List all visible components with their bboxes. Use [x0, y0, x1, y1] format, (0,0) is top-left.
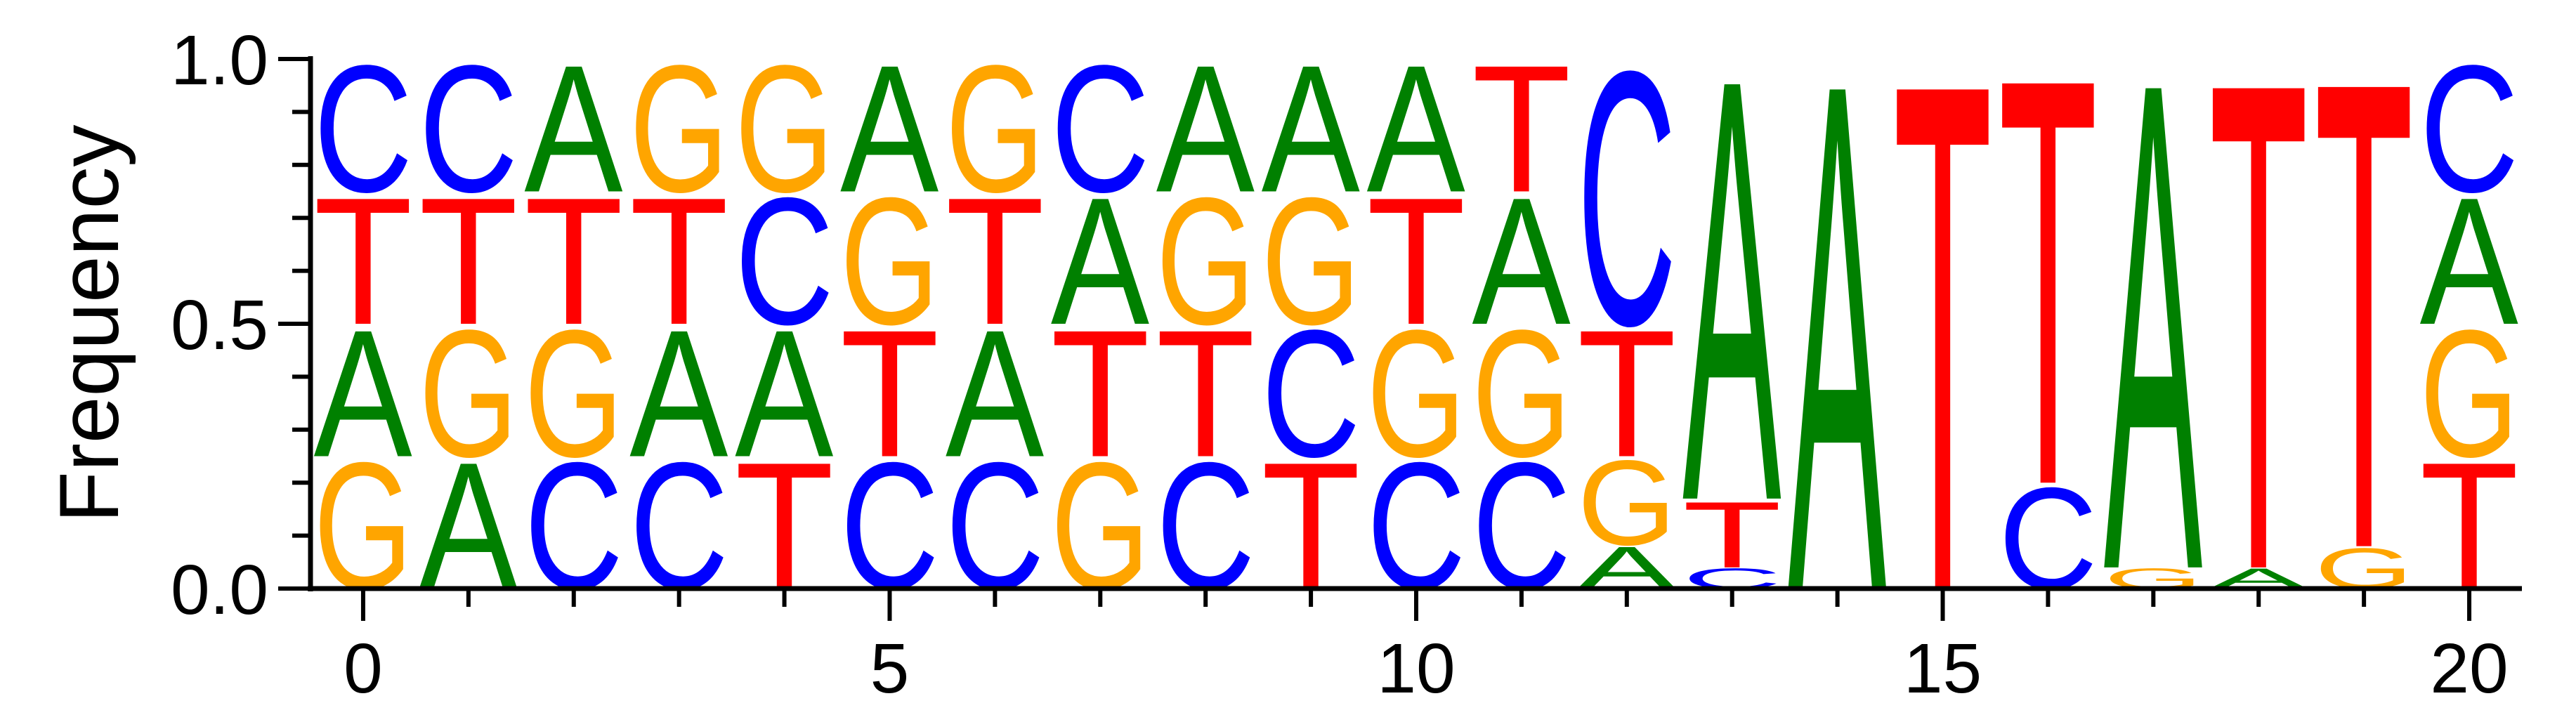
logo-letter-t-pos-12: T	[1577, 291, 1676, 494]
logo-letter-g-pos-2: G	[524, 293, 623, 495]
x-tick-label: 10	[1377, 629, 1455, 708]
logo-letter-c-pos-20: C	[2420, 28, 2519, 230]
logo-letter-c-pos-1: C	[419, 28, 518, 230]
logo-letter-a-pos-7: A	[1051, 159, 1149, 362]
logo-letter-t-pos-13: T	[1682, 482, 1781, 587]
logo-letter-a-pos-5: A	[840, 27, 939, 230]
logo-letter-t-pos-5: T	[840, 291, 939, 494]
y-tick-label: 0.5	[171, 286, 268, 365]
logo-letter-g-pos-10: G	[1367, 293, 1466, 495]
logo-letter-t-pos-8: T	[1156, 291, 1255, 494]
logo-letter-t-pos-16: T	[1999, 0, 2098, 606]
logo-letter-a-pos-8: A	[1156, 27, 1255, 230]
logo-letter-a-pos-20: A	[2420, 159, 2518, 362]
logo-letter-c-pos-9: C	[1262, 293, 1361, 495]
logo-letter-t-pos-18: T	[2209, 0, 2308, 716]
x-tick-label: 15	[1904, 629, 1982, 708]
logo-letter-t-pos-19: T	[2315, 0, 2414, 688]
logo-letter-g-pos-3: G	[629, 28, 728, 230]
logo-letter-g-pos-12: G	[1577, 435, 1676, 570]
logo-letter-a-pos-0: A	[314, 292, 412, 494]
logo-letter-t-pos-2: T	[524, 159, 623, 362]
logo-letter-c-pos-7: C	[1051, 28, 1150, 230]
logo-letter-a-pos-11: A	[1472, 159, 1570, 362]
logo-letter-a-pos-10: A	[1367, 27, 1465, 230]
logo-letter-g-pos-1: G	[419, 293, 518, 495]
logo-letter-c-pos-12: C	[1577, 0, 1676, 401]
logo-letter-a-pos-13: A	[1682, 0, 1781, 626]
x-ticks: 0 5 10 15 20	[344, 589, 2509, 708]
logo-letter-t-pos-6: T	[946, 159, 1045, 362]
logo-letter-g-pos-8: G	[1156, 160, 1255, 362]
logo-letter-c-pos-4: C	[735, 161, 834, 363]
logo-letter-t-pos-7: T	[1051, 291, 1150, 494]
logo-letter-g-pos-5: G	[840, 160, 939, 362]
logo-letter-a-pos-3: A	[629, 292, 728, 494]
logo-letter-a-pos-14: A	[1788, 0, 1887, 722]
logo-letter-g-pos-20: G	[2420, 293, 2519, 495]
y-tick-label: 1.0	[171, 21, 268, 100]
logo-letter-c-pos-0: C	[314, 28, 413, 230]
y-axis-title: Frequency	[42, 125, 136, 523]
logo-letter-a-pos-4: A	[735, 292, 833, 494]
logo-letter-g-pos-11: G	[1472, 293, 1571, 495]
axes: 0.0 0.5 1.0 0 5 10 15 20 Frequency	[42, 21, 2522, 708]
x-tick-label: 20	[2430, 629, 2508, 708]
logo-letter-t-pos-3: T	[629, 159, 728, 362]
x-tick-label: 5	[870, 629, 910, 708]
logo-letter-a-pos-2: A	[524, 27, 622, 230]
y-tick-label: 0.0	[171, 551, 268, 629]
x-tick-label: 0	[344, 629, 383, 708]
logo-letter-g-pos-4: G	[735, 28, 834, 230]
logo-letter-t-pos-11: T	[1472, 27, 1571, 230]
logo-letter-a-pos-6: A	[946, 292, 1044, 494]
logo-letter-g-pos-9: G	[1262, 160, 1361, 362]
logo-letter-t-pos-10: T	[1367, 159, 1466, 362]
logo-letter-a-pos-17: A	[2104, 0, 2203, 715]
logo-letter-g-pos-6: G	[946, 28, 1045, 230]
logo-letter-a-pos-9: A	[1262, 27, 1360, 230]
logo-letter-t-pos-0: T	[314, 159, 413, 362]
y-ticks: 0.0 0.5 1.0	[171, 21, 310, 629]
logo-letter-t-pos-1: T	[419, 159, 518, 362]
